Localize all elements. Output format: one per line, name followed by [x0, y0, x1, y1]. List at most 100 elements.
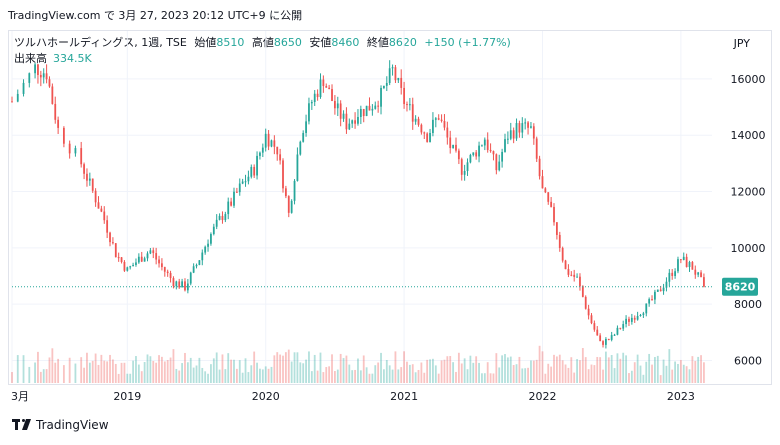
candle-body: [564, 260, 567, 270]
volume-bar: [348, 364, 351, 383]
candle-body: [259, 152, 261, 156]
candle-body: [527, 122, 529, 128]
candle-body: [333, 100, 336, 109]
candle-body: [483, 139, 486, 146]
volume-bar: [88, 362, 91, 383]
volume-bar: [483, 373, 486, 383]
candle-body: [302, 132, 305, 142]
symbol-label[interactable]: ツルハホールディングス, 1週, TSE: [14, 36, 187, 49]
candle-body: [117, 257, 120, 259]
volume-bar: [310, 371, 313, 383]
candle-body: [581, 286, 584, 297]
volume-bar: [345, 355, 348, 383]
volume-bar: [432, 358, 434, 383]
candle-body: [155, 253, 158, 260]
volume-bar: [434, 365, 437, 383]
volume-bar: [688, 369, 691, 383]
volume-bar: [290, 361, 293, 383]
volume-bar: [547, 363, 550, 383]
volume-bar: [535, 359, 538, 383]
candle-body: [221, 215, 224, 221]
candle-body: [172, 278, 175, 287]
candle-body: [590, 315, 593, 324]
volume-bar: [302, 363, 305, 383]
candle-body: [267, 133, 270, 147]
candle-body: [469, 154, 472, 163]
volume-bar: [383, 369, 385, 383]
candle-body: [45, 73, 48, 80]
volume-bar: [279, 354, 282, 383]
volume-bar: [573, 372, 576, 383]
volume-bar: [587, 369, 590, 383]
candle-body: [106, 220, 109, 233]
volume-bar: [163, 361, 166, 383]
volume-bar: [446, 356, 449, 383]
candle-body: [700, 272, 702, 278]
volume-bar: [224, 369, 227, 383]
candle-body: [622, 324, 625, 329]
volume-bar: [129, 373, 132, 383]
candle-body: [235, 191, 238, 193]
candle-body: [659, 289, 662, 292]
tradingview-logo-icon[interactable]: [12, 419, 32, 431]
candle-body: [233, 191, 235, 206]
candle-body: [561, 247, 564, 261]
volume-bar: [593, 365, 596, 383]
candle-body: [22, 82, 25, 94]
volume-bar: [377, 362, 380, 383]
candle-body: [521, 123, 524, 133]
volume-bar: [37, 351, 39, 383]
volume-bar: [181, 363, 184, 383]
volume-bar: [630, 370, 633, 383]
brand-label[interactable]: TradingView: [36, 418, 109, 432]
candle-body: [547, 192, 550, 202]
candle-body: [371, 108, 374, 111]
volume-bar: [253, 351, 256, 383]
candle-body: [697, 272, 700, 275]
volume-bar: [570, 357, 573, 383]
candle-body: [204, 246, 207, 253]
y-tick-label: 6000: [734, 354, 762, 367]
volume-bar: [54, 362, 57, 383]
open-label: 始値: [194, 36, 217, 49]
volume-bar: [276, 352, 279, 383]
volume-bar: [475, 356, 478, 383]
candle-body: [83, 164, 85, 174]
volume-bar: [599, 357, 602, 383]
time-axis: 3月 2019 2020 2021 2022 2023: [11, 390, 695, 403]
candle-body: [161, 263, 163, 268]
volume-bar: [267, 368, 270, 383]
volume-bar: [506, 357, 509, 383]
y-tick-label: 12000: [731, 186, 766, 199]
candle-body: [616, 327, 619, 335]
volume-bar: [325, 367, 328, 383]
candle-body: [57, 119, 60, 128]
candle-body: [42, 73, 45, 78]
candle-body: [385, 83, 388, 86]
volume-bar: [333, 371, 336, 383]
volume-label: 出来高: [14, 52, 47, 65]
volume-bar: [158, 355, 160, 383]
volume-bar: [359, 370, 362, 383]
candle-body: [694, 269, 697, 275]
candle-body: [74, 148, 77, 154]
candle-body: [37, 64, 39, 75]
volume-bar: [555, 356, 558, 383]
candle-body: [299, 141, 302, 155]
volume-bar: [342, 358, 345, 383]
volume-bar: [316, 370, 319, 383]
volume-bar: [455, 371, 457, 383]
candle-body: [137, 256, 140, 263]
candle-body: [541, 176, 544, 189]
volume-bar: [247, 372, 250, 383]
candle-body: [308, 103, 310, 122]
candle-body: [414, 118, 417, 122]
candle-body: [576, 276, 578, 278]
volume-bar: [423, 372, 426, 383]
volume-bar: [374, 365, 377, 383]
volume-bar: [674, 361, 676, 383]
candle-body: [383, 85, 385, 88]
volume-bar: [287, 349, 290, 383]
volume-bar: [328, 366, 331, 383]
